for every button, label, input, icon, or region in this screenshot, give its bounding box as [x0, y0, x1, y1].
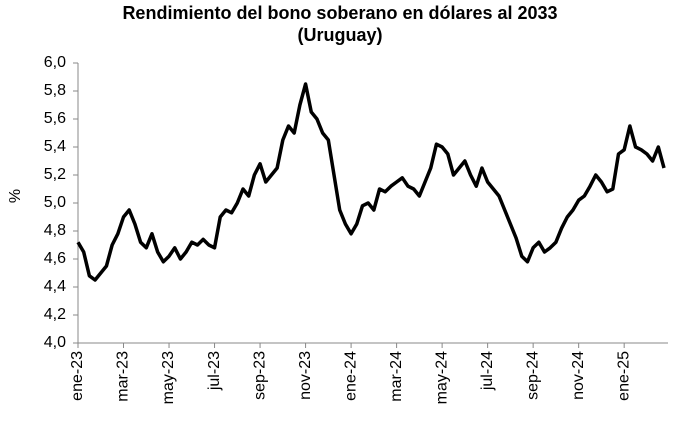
y-tick-label: 4,8 [44, 222, 66, 239]
x-tick-label: nov-24 [570, 351, 587, 400]
x-tick-label: nov-23 [297, 351, 314, 400]
x-tick-label: ene-25 [615, 351, 632, 401]
x-tick-label: ene-23 [69, 351, 86, 401]
x-tick-label: mar-23 [115, 351, 132, 402]
chart-title: Rendimiento del bono soberano en dólares… [122, 3, 557, 23]
y-tick-label: 5,8 [44, 82, 66, 99]
x-tick-label: sep-24 [524, 351, 541, 400]
y-tick-label: 4,0 [44, 334, 66, 351]
x-tick-label: may-23 [160, 351, 177, 404]
x-tick-label: jul-24 [479, 351, 496, 391]
y-axis-label: % [7, 189, 24, 203]
y-tick-label: 4,6 [44, 250, 66, 267]
data-line [76, 82, 666, 282]
y-tick-label: 5,0 [44, 194, 66, 211]
chart-title: (Uruguay) [298, 25, 383, 45]
y-tick-label: 5,6 [44, 110, 66, 127]
x-tick-label: sep-23 [251, 351, 268, 400]
y-tick-label: 4,2 [44, 306, 66, 323]
y-tick-label: 4,4 [44, 278, 66, 295]
x-tick-label: ene-24 [342, 351, 359, 401]
y-tick-label: 5,4 [44, 138, 66, 155]
x-tick-label: mar-24 [388, 351, 405, 402]
x-tick-label: jul-23 [206, 351, 223, 391]
y-tick-label: 5,2 [44, 166, 66, 183]
x-tick-label: may-24 [433, 351, 450, 404]
y-tick-label: 6,0 [44, 54, 66, 71]
